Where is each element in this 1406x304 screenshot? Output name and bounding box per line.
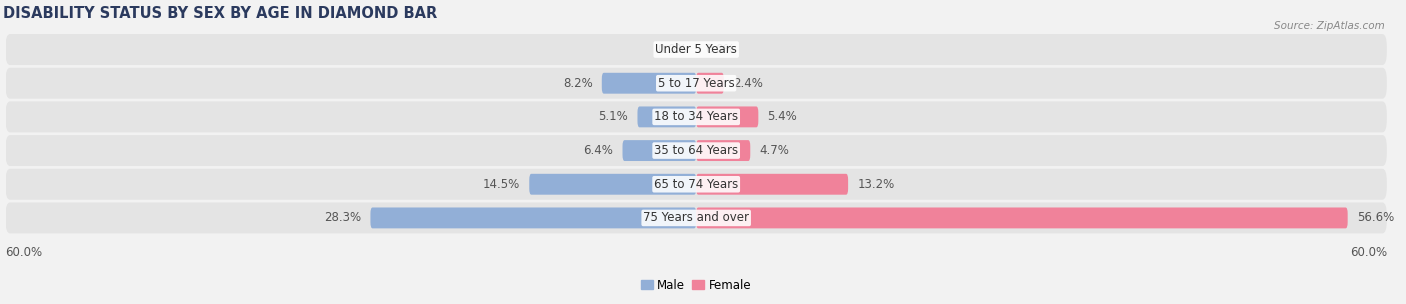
Text: Source: ZipAtlas.com: Source: ZipAtlas.com (1274, 21, 1385, 31)
Text: 35 to 64 Years: 35 to 64 Years (654, 144, 738, 157)
Text: 5.1%: 5.1% (599, 110, 628, 123)
Text: 6.4%: 6.4% (583, 144, 613, 157)
FancyBboxPatch shape (529, 174, 696, 195)
FancyBboxPatch shape (696, 140, 751, 161)
Text: Under 5 Years: Under 5 Years (655, 43, 737, 56)
Text: 28.3%: 28.3% (325, 211, 361, 224)
FancyBboxPatch shape (696, 208, 1348, 228)
Text: 18 to 34 Years: 18 to 34 Years (654, 110, 738, 123)
FancyBboxPatch shape (602, 73, 696, 94)
FancyBboxPatch shape (6, 34, 1386, 65)
FancyBboxPatch shape (696, 106, 758, 127)
Text: 2.4%: 2.4% (733, 77, 763, 90)
Text: 60.0%: 60.0% (6, 246, 42, 258)
Text: 8.2%: 8.2% (562, 77, 592, 90)
FancyBboxPatch shape (6, 135, 1386, 166)
Text: 5.4%: 5.4% (768, 110, 797, 123)
FancyBboxPatch shape (370, 208, 696, 228)
Text: 60.0%: 60.0% (1350, 246, 1386, 258)
Text: 56.6%: 56.6% (1357, 211, 1395, 224)
FancyBboxPatch shape (637, 106, 696, 127)
Text: 75 Years and over: 75 Years and over (643, 211, 749, 224)
FancyBboxPatch shape (6, 202, 1386, 233)
FancyBboxPatch shape (6, 68, 1386, 99)
Text: 5 to 17 Years: 5 to 17 Years (658, 77, 734, 90)
Text: 4.7%: 4.7% (759, 144, 789, 157)
FancyBboxPatch shape (696, 174, 848, 195)
FancyBboxPatch shape (6, 102, 1386, 132)
FancyBboxPatch shape (623, 140, 696, 161)
Text: 65 to 74 Years: 65 to 74 Years (654, 178, 738, 191)
Text: 0.0%: 0.0% (706, 43, 735, 56)
Text: 13.2%: 13.2% (858, 178, 894, 191)
Legend: Male, Female: Male, Female (641, 279, 752, 292)
FancyBboxPatch shape (6, 169, 1386, 200)
Text: DISABILITY STATUS BY SEX BY AGE IN DIAMOND BAR: DISABILITY STATUS BY SEX BY AGE IN DIAMO… (3, 5, 437, 21)
Text: 0.0%: 0.0% (658, 43, 688, 56)
Text: 14.5%: 14.5% (482, 178, 520, 191)
FancyBboxPatch shape (696, 73, 724, 94)
